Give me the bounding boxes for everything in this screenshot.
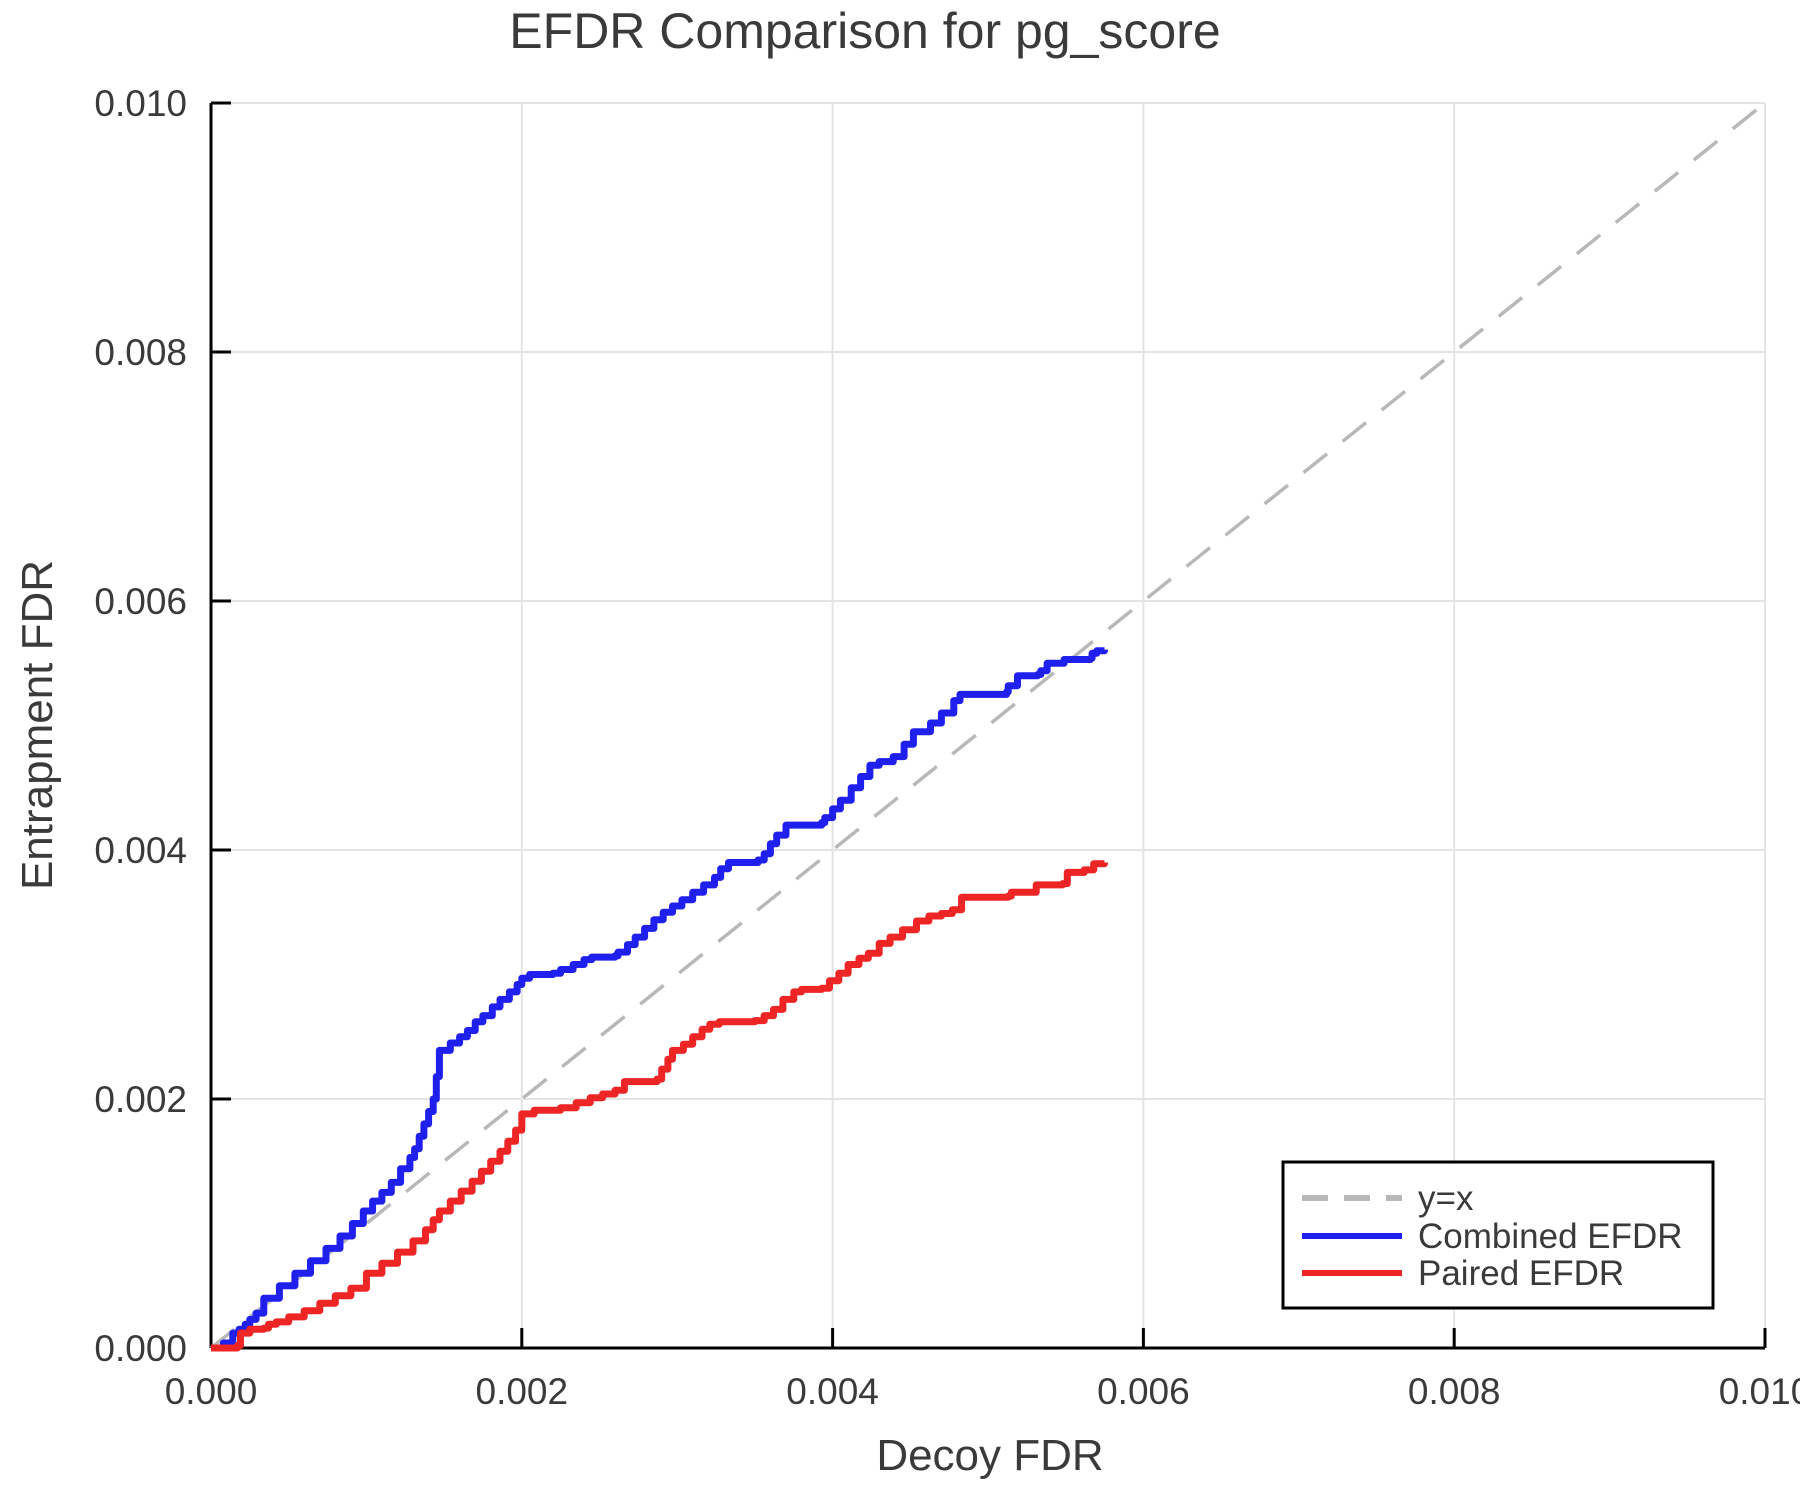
gridlines <box>211 102 1766 1348</box>
y-tick-label: 0.006 <box>94 581 187 622</box>
legend-label-identity: y=x <box>1418 1179 1474 1218</box>
x-axis-label: Decoy FDR <box>876 1431 1103 1480</box>
x-tick-label: 0.000 <box>165 1371 258 1412</box>
y-tick-labels: 0.000 0.002 0.004 0.006 0.008 0.010 <box>94 83 187 1369</box>
y-tick-label: 0.008 <box>94 332 187 373</box>
x-tick-label: 0.006 <box>1097 1371 1190 1412</box>
x-tick-label: 0.010 <box>1719 1371 1800 1412</box>
legend-label-paired-efdr: Paired EFDR <box>1418 1254 1624 1293</box>
legend-label-combined-efdr: Combined EFDR <box>1418 1217 1683 1256</box>
x-tick-label: 0.008 <box>1408 1371 1501 1412</box>
identity-reference-line <box>209 101 1767 1350</box>
y-axis-label: Entrapment FDR <box>13 560 62 890</box>
y-tick-label: 0.010 <box>94 83 187 124</box>
x-tick-label: 0.004 <box>786 1371 879 1412</box>
combined-efdr-line <box>211 647 1108 1352</box>
axes-spines <box>209 103 1765 1350</box>
x-tick-label: 0.002 <box>476 1371 569 1412</box>
y-tick-label: 0.002 <box>94 1079 187 1120</box>
paired-efdr-line <box>211 860 1108 1352</box>
series-lines <box>211 647 1108 1352</box>
y-tick-label: 0.004 <box>94 830 187 871</box>
x-tick-labels: 0.000 0.002 0.004 0.006 0.008 0.010 <box>165 1371 1800 1412</box>
legend: y=x Combined EFDR Paired EFDR <box>1281 1160 1715 1310</box>
y-tick-label: 0.000 <box>94 1328 187 1369</box>
chart-title: EFDR Comparison for pg_score <box>509 3 1220 59</box>
